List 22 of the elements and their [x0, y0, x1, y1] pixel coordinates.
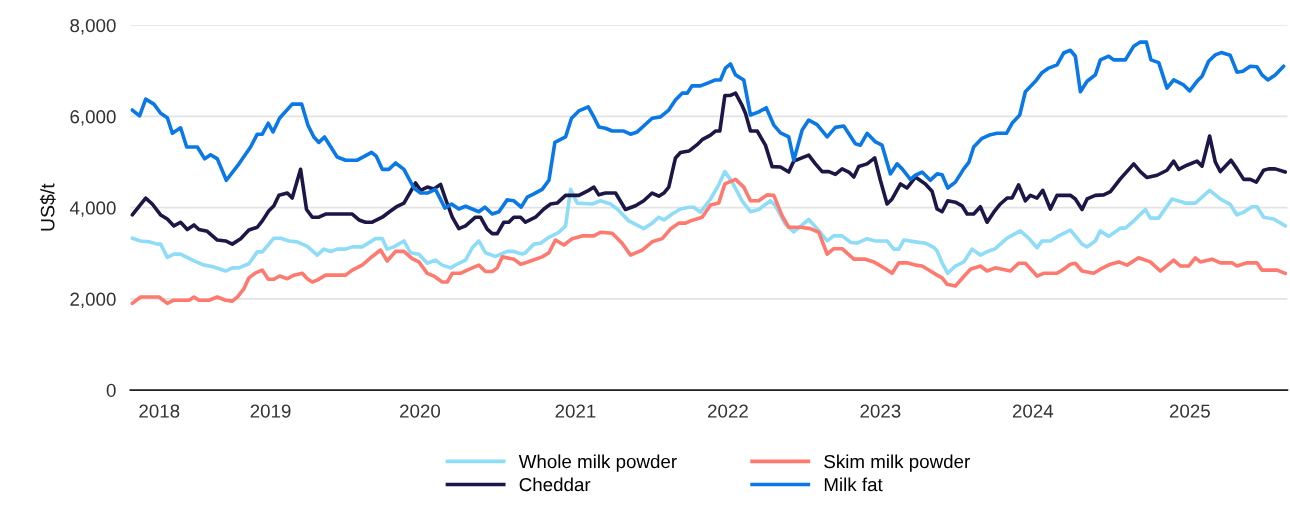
y-tick-label: 2,000	[70, 292, 116, 309]
y-tick-label: 6,000	[70, 110, 116, 126]
y-tick-label: 8,000	[70, 18, 116, 35]
line-series	[130, 169, 1288, 276]
legend-label: Whole milk powder	[518, 454, 677, 472]
y-axis-title: US$/t	[39, 183, 56, 231]
x-tick-label: 2018	[139, 404, 180, 418]
x-tick-label: 2024	[1012, 404, 1054, 418]
x-tick-label: 2022	[708, 404, 748, 418]
x-tick-label: 2023	[860, 404, 901, 418]
legend-label: Cheddar	[519, 477, 591, 492]
line-series	[130, 40, 1286, 216]
x-tick-label: 2025	[1169, 404, 1210, 418]
y-tick-label: 0	[106, 383, 116, 398]
y-tick-label: 4,000	[69, 201, 116, 217]
x-tick-label: 2021	[555, 404, 596, 418]
line-series	[130, 91, 1288, 246]
line-series	[130, 177, 1288, 306]
legend-label: Milk fat	[824, 477, 883, 492]
x-tick-label: 2019	[250, 404, 291, 418]
x-tick-label: 2020	[400, 404, 441, 418]
legend-label: Skim milk powder	[824, 454, 970, 472]
